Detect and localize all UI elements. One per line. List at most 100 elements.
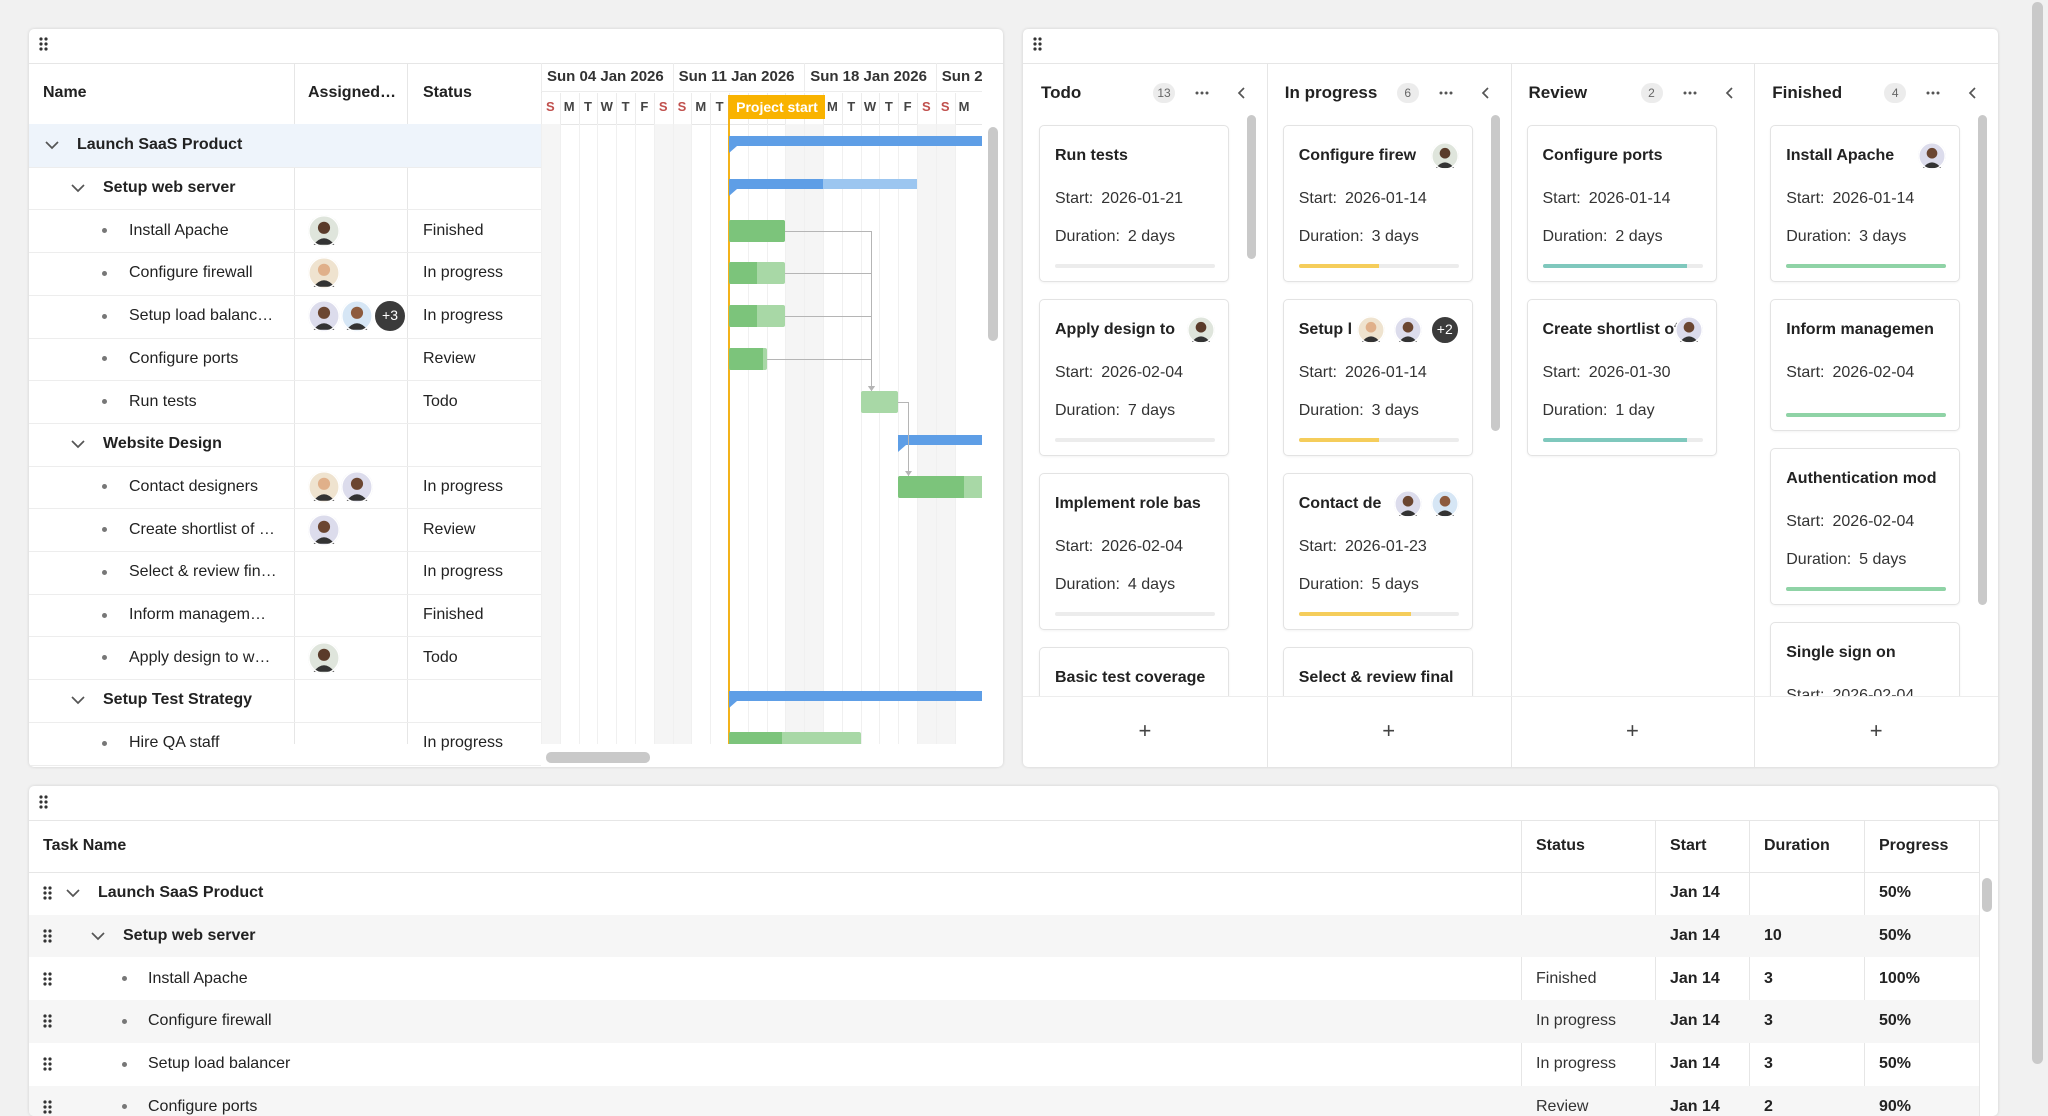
day-label: T [716, 97, 724, 117]
collapse-column[interactable] [1478, 85, 1492, 101]
divider [29, 167, 541, 168]
column-menu[interactable] [1437, 87, 1455, 99]
column-menu[interactable] [1924, 87, 1942, 99]
column-header: Progress [1879, 836, 1948, 856]
progress-fill [1543, 438, 1687, 442]
drag-handle[interactable] [42, 1099, 53, 1115]
expand-toggle-glyph [72, 185, 84, 191]
column-scrollbar[interactable] [1247, 115, 1256, 259]
add-card[interactable]: + [1138, 721, 1151, 741]
drag-handle[interactable] [38, 794, 49, 810]
add-card[interactable]: + [1870, 721, 1883, 741]
duration-label: Duration: [1786, 228, 1851, 245]
add-card[interactable]: + [1626, 721, 1639, 741]
drag-handle[interactable] [42, 971, 53, 987]
summary-bar[interactable] [898, 435, 982, 445]
drag-handle[interactable] [1032, 36, 1043, 52]
task-bar[interactable] [729, 732, 861, 744]
page-scrollbar[interactable] [2032, 2, 2043, 1064]
drag-handle-glyph [1038, 37, 1041, 40]
expand-toggle[interactable] [65, 885, 81, 901]
collapse-column[interactable] [1722, 85, 1736, 101]
card-duration: Duration:3 days [1786, 227, 1906, 247]
drag-handle[interactable] [42, 885, 53, 901]
summary-bar[interactable] [729, 691, 982, 701]
task-name: Setup Test Strategy [103, 690, 252, 710]
avatar [308, 215, 340, 247]
expand-toggle[interactable] [70, 436, 86, 452]
progress-track [1786, 264, 1946, 268]
expand-toggle-glyph [67, 890, 79, 896]
task-card[interactable]: Basic test coverage [1039, 647, 1229, 696]
task-bar[interactable] [729, 262, 785, 284]
drag-handle[interactable] [38, 36, 49, 52]
progress-track [1786, 413, 1946, 417]
vertical-scrollbar[interactable] [1982, 878, 1992, 912]
avatar-glyph [318, 478, 330, 490]
duration-label: Duration: [1786, 551, 1851, 568]
divider [1511, 696, 1755, 697]
expand-toggle[interactable] [70, 692, 86, 708]
task-bar[interactable] [898, 476, 982, 498]
expand-toggle[interactable] [70, 180, 86, 196]
column-scrollbar[interactable] [1491, 115, 1500, 431]
avatar [1394, 490, 1422, 518]
task-bar[interactable] [861, 391, 899, 413]
vertical-scrollbar[interactable] [988, 127, 998, 341]
column-menu[interactable] [1681, 87, 1699, 99]
divider [29, 423, 541, 424]
avatar-glyph [1431, 142, 1459, 170]
start-label: Start: [1299, 364, 1337, 381]
progress-track [1543, 264, 1703, 268]
avatar-glyph [351, 478, 363, 490]
task-progress [729, 348, 763, 370]
collapse-column[interactable] [1234, 85, 1248, 101]
avatar-glyph [1196, 322, 1207, 333]
task-bar[interactable] [729, 220, 785, 242]
divider [804, 124, 805, 744]
divider [898, 93, 899, 124]
task-progress [729, 220, 785, 242]
divider [767, 124, 768, 744]
horizontal-scrollbar[interactable] [546, 752, 650, 763]
column-menu-glyph [1937, 92, 1940, 95]
task-card[interactable]: Select & review final [1283, 647, 1473, 696]
drag-handle[interactable] [42, 928, 53, 944]
day-label: W [601, 97, 613, 117]
drag-handle-glyph [43, 1015, 46, 1018]
divider [579, 93, 580, 124]
avatar [1187, 316, 1215, 344]
summary-bar[interactable] [729, 136, 982, 146]
column-scrollbar[interactable] [1978, 115, 1987, 605]
card-duration: Duration:5 days [1786, 550, 1906, 570]
task-bar[interactable] [729, 305, 785, 327]
divider [823, 124, 824, 744]
expand-toggle[interactable] [44, 137, 60, 153]
drag-handle[interactable] [42, 1056, 53, 1072]
weekend-column [785, 124, 804, 744]
collapse-column[interactable] [1965, 85, 1979, 101]
task-bar[interactable] [729, 348, 767, 370]
task-status: In progress [423, 477, 503, 497]
cell-duration: 3 [1764, 1011, 1773, 1031]
drag-handle-glyph [42, 885, 53, 901]
summary-bar[interactable] [729, 179, 917, 189]
expand-toggle[interactable] [90, 928, 106, 944]
column-menu[interactable] [1193, 87, 1211, 99]
card-title: Contact de [1299, 494, 1382, 514]
drag-handle[interactable] [42, 1013, 53, 1029]
add-card[interactable]: + [1382, 721, 1395, 741]
